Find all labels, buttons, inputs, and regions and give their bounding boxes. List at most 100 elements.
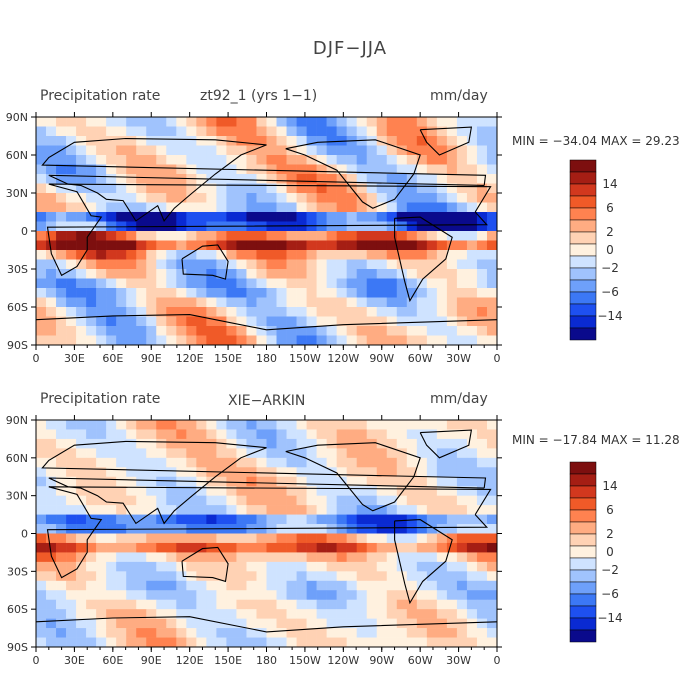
field-cell: [436, 335, 448, 346]
field-cell: [456, 609, 468, 619]
field-cell: [386, 307, 398, 317]
x-tick-label: 0: [494, 352, 501, 365]
field-cell: [136, 117, 147, 127]
field-cell: [466, 278, 478, 289]
field-cell: [196, 155, 207, 165]
field-cell: [106, 307, 117, 317]
field-cell: [416, 438, 428, 449]
field-cell: [136, 609, 147, 619]
field-cell: [166, 126, 177, 137]
field-cell: [36, 637, 47, 648]
field-cell: [226, 193, 237, 203]
field-cell: [456, 448, 468, 459]
field-cell: [106, 429, 117, 440]
field-cell: [66, 212, 77, 222]
field-cell: [386, 590, 398, 601]
field-cell: [136, 552, 147, 563]
field-cell: [96, 202, 107, 213]
x-tick-label: 30W: [446, 654, 471, 667]
field-cell: [166, 164, 177, 175]
field-cell: [276, 476, 287, 487]
field-cell: [306, 221, 317, 232]
field-cell: [416, 524, 428, 534]
field-cell: [436, 126, 448, 137]
variable-label: Precipitation rate: [40, 391, 161, 407]
field-cell: [386, 316, 398, 327]
field-cell: [306, 552, 317, 563]
field-cell: [296, 476, 307, 487]
field-cell: [326, 420, 337, 430]
field-cell: [36, 580, 47, 591]
field-cell: [136, 164, 147, 175]
field-cell: [156, 231, 167, 241]
field-cell: [216, 542, 227, 553]
field-cell: [406, 637, 418, 648]
field-cell: [56, 561, 67, 572]
colorbar-label: 0: [606, 243, 614, 257]
field-cell: [106, 240, 117, 251]
field-cell: [436, 221, 448, 232]
field-cell: [306, 505, 317, 515]
field-cell: [476, 514, 488, 525]
field-cell: [276, 495, 287, 506]
field-cell: [196, 250, 207, 260]
field-cell: [66, 495, 77, 506]
field-cell: [296, 524, 307, 534]
field-cell: [176, 269, 187, 279]
field-cell: [326, 552, 337, 563]
field-cell: [336, 269, 347, 279]
field-cell: [426, 288, 438, 298]
field-cell: [476, 250, 488, 260]
field-cell: [66, 438, 77, 449]
field-cell: [336, 457, 347, 468]
field-cell: [166, 145, 177, 156]
field-cell: [276, 117, 287, 127]
field-cell: [266, 637, 277, 648]
field-cell: [456, 486, 468, 496]
field-cell: [106, 476, 117, 487]
x-tick-label: 60E: [102, 352, 123, 365]
field-cell: [386, 552, 398, 563]
field-cell: [86, 183, 97, 194]
field-cell: [256, 193, 267, 203]
field-cell: [76, 126, 87, 137]
field-cell: [106, 609, 117, 619]
field-cell: [46, 467, 57, 478]
field-cell: [226, 561, 237, 572]
field-cell: [396, 155, 408, 165]
field-cell: [266, 240, 277, 251]
field-cell: [186, 316, 197, 327]
field-cell: [486, 457, 498, 468]
field-cell: [186, 552, 197, 563]
field-cell: [446, 288, 458, 298]
field-cell: [66, 590, 77, 601]
field-cell: [356, 637, 368, 648]
field-cell: [226, 571, 237, 582]
y-tick-label: 30S: [7, 263, 28, 276]
field-cell: [476, 438, 488, 449]
field-cell: [296, 164, 307, 175]
field-cell: [96, 580, 107, 591]
field-cell: [416, 183, 428, 194]
field-cell: [206, 288, 217, 298]
field-cell: [116, 505, 127, 515]
field-cell: [336, 590, 347, 601]
field-cell: [36, 297, 47, 308]
field-cell: [426, 136, 438, 146]
field-cell: [66, 231, 77, 241]
field-cell: [246, 561, 257, 572]
field-cell: [446, 269, 458, 279]
field-cell: [396, 174, 408, 184]
field-cell: [126, 297, 137, 308]
field-cell: [456, 326, 468, 336]
field-cell: [156, 288, 167, 298]
field-cell: [266, 269, 277, 279]
field-cell: [266, 599, 277, 610]
field-cell: [106, 155, 117, 165]
field-cell: [176, 590, 187, 601]
field-cell: [46, 307, 57, 317]
field-cell: [436, 505, 448, 515]
field-cell: [196, 420, 207, 430]
field-cell: [286, 590, 297, 601]
